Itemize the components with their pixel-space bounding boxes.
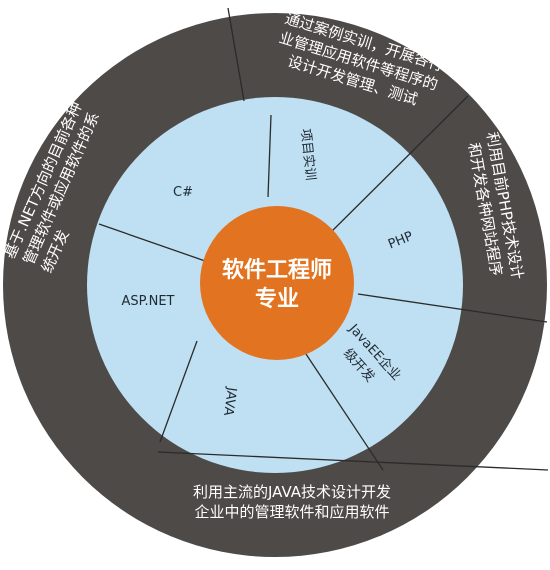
divider-line	[98, 223, 209, 263]
center-circle	[200, 206, 354, 360]
divider-line	[357, 293, 548, 323]
divider-line	[227, 7, 245, 102]
divider-line	[299, 344, 384, 471]
outer-text-bottom: 利用主流的JAVA技术设计开发 企业中的管理软件和应用软件	[193, 483, 391, 521]
divider-line	[321, 95, 469, 242]
divider-line	[157, 451, 549, 471]
center-title-line2: 专业	[255, 286, 299, 312]
outer-bottom-line2: 企业中的管理软件和应用软件	[194, 503, 389, 521]
outer-bottom-line1: 利用主流的JAVA技术设计开发	[193, 483, 391, 501]
divider-line	[159, 340, 198, 443]
segment-label-project: 项目实训	[297, 128, 317, 181]
divider-line	[267, 114, 272, 198]
segment-label-aspnet: ASP.NET	[122, 294, 175, 309]
dividers	[98, 7, 549, 471]
segment-label-csharp: C#	[173, 185, 193, 200]
center-title-line1: 软件工程师	[222, 257, 332, 283]
segment-label-java: JAVA	[220, 385, 239, 417]
